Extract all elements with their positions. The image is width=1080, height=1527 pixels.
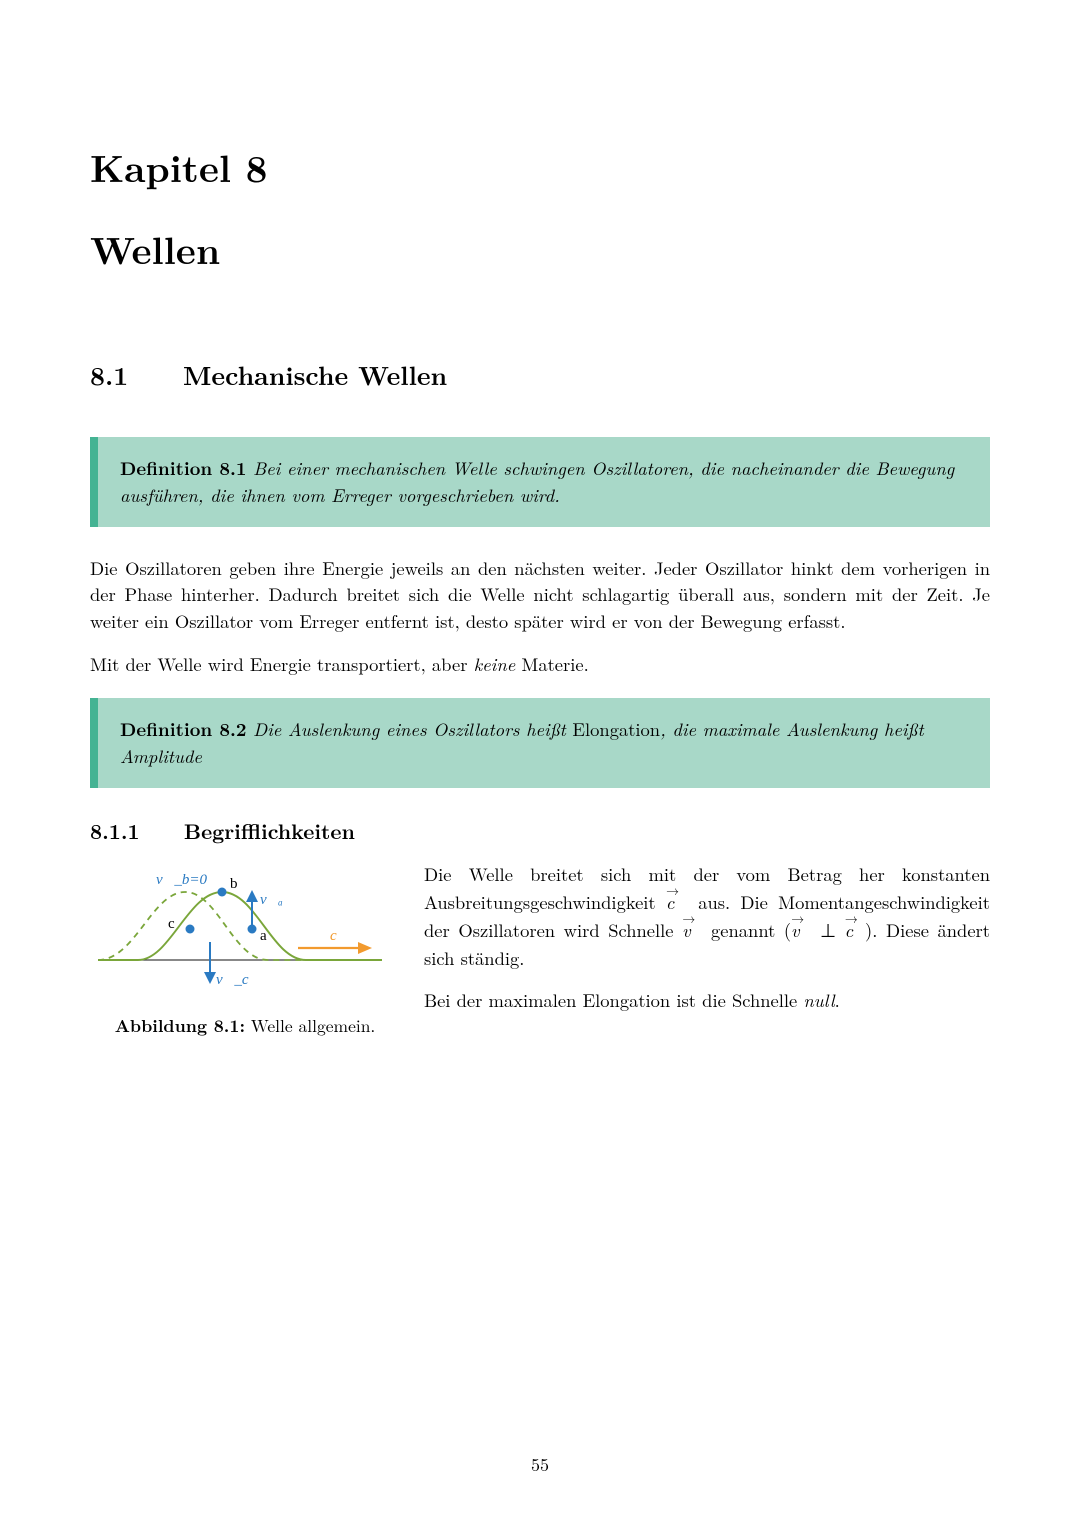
- wrap-text-column: Die Welle breitet sich mit der vom Betra…: [424, 860, 990, 1029]
- def2-term1: Elongation: [572, 716, 660, 742]
- svg-text:v⃗_c: v⃗_c: [216, 972, 249, 988]
- wp2-em: null: [803, 987, 834, 1013]
- chapter-title: Wellen: [90, 222, 990, 276]
- chapter-number: 8: [246, 140, 268, 194]
- def2-text-mid: , die maximale Auslenkung heißt: [660, 716, 924, 742]
- vec-v: v: [682, 917, 702, 943]
- wp2-a: Bei der maximalen Elongation ist die Sch…: [424, 987, 803, 1013]
- subsection-title: Begrifflichkeiten: [184, 816, 355, 846]
- page: Kapitel 8 Wellen 8.1 Mechanische Wellen …: [0, 0, 1080, 1527]
- para2-pre: Mit der Welle wird Energie transportiert…: [90, 651, 474, 677]
- subsection-heading: 8.1.1 Begrifflichkeiten: [90, 816, 990, 846]
- subsection-number: 8.1.1: [90, 816, 140, 846]
- wave-figure-svg: c⃗ a v⃗ₐ b v⃗_b=0 c v⃗_c: [90, 860, 390, 1000]
- para2-emphasis: keine: [474, 651, 516, 677]
- chapter-prefix-word: Kapitel: [90, 140, 231, 194]
- section-title: Mechanische Wellen: [183, 356, 447, 393]
- svg-text:c⃗: c⃗: [330, 928, 348, 944]
- svg-text:v⃗_b=0: v⃗_b=0: [156, 872, 207, 888]
- definition-box-1: Definition 8.1 Bei einer mechanischen We…: [90, 437, 990, 527]
- wp1-c: genannt (: [702, 917, 791, 943]
- page-number: 55: [0, 1452, 1080, 1477]
- figure-caption-text: Welle allgemein.: [251, 1013, 375, 1038]
- figure-column: c⃗ a v⃗ₐ b v⃗_b=0 c v⃗_c Abbildung 8.1:: [90, 860, 400, 1038]
- definition-label: Definition 8.1: [120, 455, 247, 481]
- definition-label: Definition 8.2: [120, 716, 247, 742]
- paragraph-1: Die Oszillatoren geben ihre Energie jewe…: [90, 555, 990, 635]
- paragraph-2: Mit der Welle wird Energie transportiert…: [90, 651, 990, 678]
- figure-row: c⃗ a v⃗ₐ b v⃗_b=0 c v⃗_c Abbildung 8.1:: [90, 860, 990, 1038]
- svg-text:v⃗ₐ: v⃗ₐ: [260, 892, 283, 908]
- wp2-b: .: [835, 987, 840, 1013]
- vec-c2: c: [845, 917, 865, 943]
- figure-label: Abbildung 8.1:: [115, 1013, 245, 1038]
- wrap-paragraph-2: Bei der maximalen Elongation ist die Sch…: [424, 986, 990, 1014]
- definition-box-2: Definition 8.2 Die Auslenkung eines Oszi…: [90, 698, 990, 788]
- svg-text:c: c: [168, 916, 175, 932]
- section-number: 8.1: [90, 356, 128, 393]
- figure-caption: Abbildung 8.1: Welle allgemein.: [90, 1013, 400, 1038]
- def2-term2: Amplitude: [120, 743, 202, 769]
- chapter-prefix: Kapitel 8: [90, 140, 990, 194]
- svg-text:a: a: [260, 928, 267, 944]
- section-heading: 8.1 Mechanische Wellen: [90, 356, 990, 393]
- para2-post: Materie.: [515, 651, 589, 677]
- wp1-perp: ⊥: [811, 917, 844, 943]
- wrap-paragraph-1: Die Welle breitet sich mit der vom Betra…: [424, 860, 990, 972]
- svg-text:b: b: [230, 876, 238, 892]
- vec-v2: v: [791, 917, 811, 943]
- def2-text-pre: Die Auslenkung eines Oszillators heißt: [253, 716, 572, 742]
